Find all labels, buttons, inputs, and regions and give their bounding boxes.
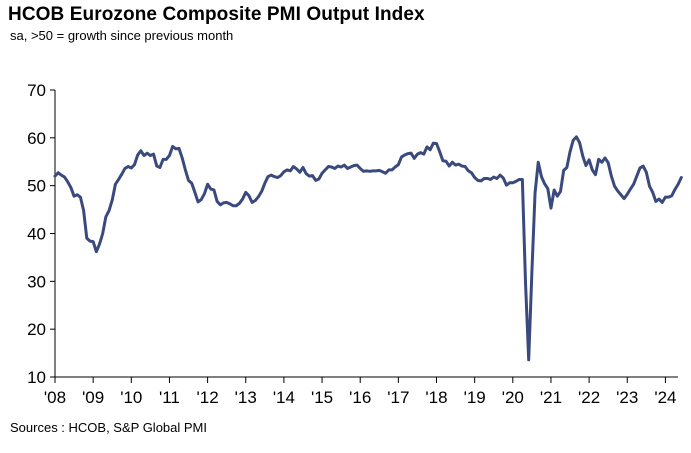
x-tick-label: '14 xyxy=(273,388,295,407)
x-tick-label: '24 xyxy=(654,388,676,407)
x-tick-label: '09 xyxy=(82,388,104,407)
x-tick-label: '08 xyxy=(44,388,66,407)
chart-title: HCOB Eurozone Composite PMI Output Index xyxy=(8,4,425,25)
series-line xyxy=(53,135,683,362)
x-tick-label: '12 xyxy=(197,388,219,407)
chart-subtitle: sa, >50 = growth since previous month xyxy=(10,28,234,43)
chart-source: Sources : HCOB, S&P Global PMI xyxy=(10,420,207,435)
x-tick-label: '13 xyxy=(235,388,257,407)
x-tick-label: '10 xyxy=(120,388,142,407)
y-tick-label: 50 xyxy=(27,177,46,196)
y-tick-label: 70 xyxy=(27,81,46,100)
x-tick-label: '21 xyxy=(540,388,562,407)
chart-series xyxy=(53,135,683,362)
x-tick-label: '17 xyxy=(387,388,409,407)
x-tick-label: '19 xyxy=(464,388,486,407)
y-tick-label: 20 xyxy=(27,320,46,339)
x-tick-label: '18 xyxy=(425,388,447,407)
y-tick-label: 30 xyxy=(27,272,46,291)
y-tick-label: 60 xyxy=(27,129,46,148)
x-tick-label: '22 xyxy=(578,388,600,407)
y-tick-label: 40 xyxy=(27,225,46,244)
chart-tick-labels: 10 20 30 40 50 60 70 '08 '09 '10 '11 '12 '13 '14 '15 '1… xyxy=(27,81,676,407)
x-tick-label: '15 xyxy=(311,388,333,407)
x-tick-label: '11 xyxy=(159,388,180,407)
chart-axes xyxy=(50,89,678,383)
x-tick-label: '16 xyxy=(349,388,371,407)
x-tick-label: '23 xyxy=(616,388,638,407)
x-tick-label: '20 xyxy=(502,388,524,407)
y-tick-label: 10 xyxy=(27,368,46,387)
